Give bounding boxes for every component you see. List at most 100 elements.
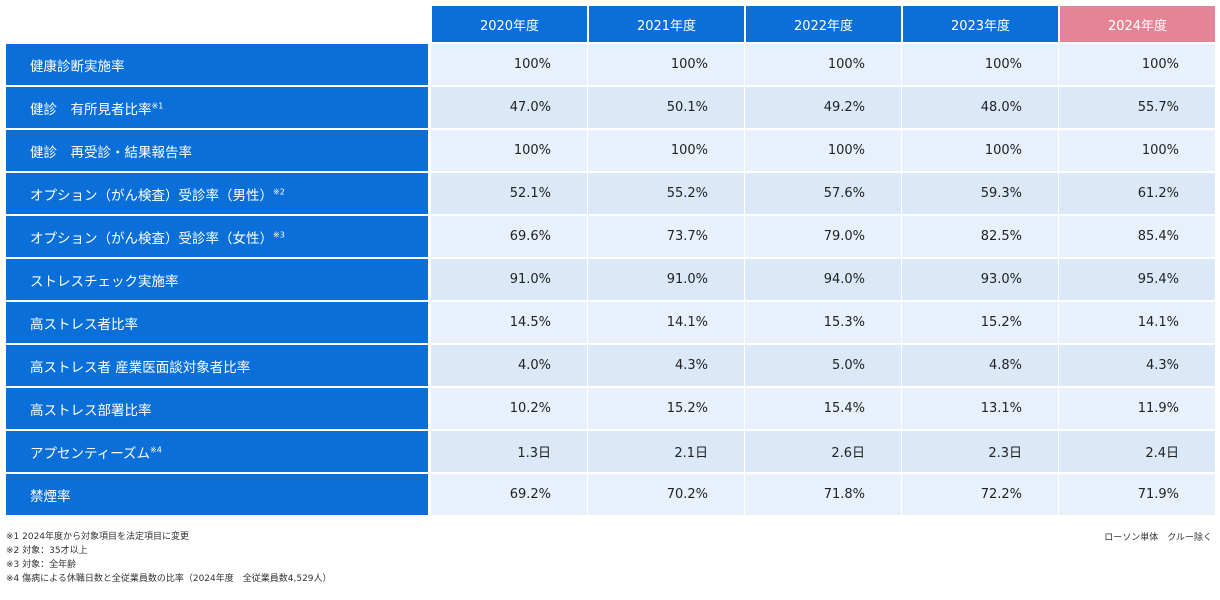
value-cell: 100% [901,128,1058,171]
value-cell: 100% [430,42,587,85]
value-cell: 70.2% [587,472,744,515]
value-cell: 55.2% [587,171,744,214]
row-label: 健診 再受診・結果報告率 [6,128,430,171]
row-label: 高ストレス部署比率 [6,386,430,429]
value-cell: 4.0% [430,343,587,386]
value-cell: 94.0% [744,257,901,300]
footnote-marker: ※1 [151,101,164,110]
value-cell: 14.1% [587,300,744,343]
row-label: オプション（がん検査）受診率（男性）※2 [6,171,430,214]
value-cell: 15.2% [901,300,1058,343]
row-label: 健康診断実施率 [6,42,430,85]
row-label: オプション（がん検査）受診率（女性）※3 [6,214,430,257]
health-metrics-table: 2020年度 2021年度 2022年度 2023年度 2024年度 健康診断実… [6,6,1215,515]
value-cell: 59.3% [901,171,1058,214]
year-header-2022: 2022年度 [744,6,901,42]
footnote-1: ※1 2024年度から対象項目を法定項目に変更 [6,532,190,542]
value-cell: 2.4日 [1058,429,1215,472]
value-cell: 47.0% [430,85,587,128]
value-cell: 69.2% [430,472,587,515]
value-cell: 69.6% [430,214,587,257]
value-cell: 82.5% [901,214,1058,257]
value-cell: 11.9% [1058,386,1215,429]
value-cell: 4.3% [587,343,744,386]
row-label: ストレスチェック実施率 [6,257,430,300]
value-cell: 57.6% [744,171,901,214]
value-cell: 4.3% [1058,343,1215,386]
table-row: オプション（がん検査）受診率（女性）※3 69.6% 73.7% 79.0% 82.5%… [6,214,1215,257]
value-cell: 93.0% [901,257,1058,300]
value-cell: 10.2% [430,386,587,429]
value-cell: 2.1日 [587,429,744,472]
table-row: ストレスチェック実施率 91.0% 91.0% 94.0% 93.0% 95.4% [6,257,1215,300]
row-label-text: オプション（がん検査）受診率（男性） [30,187,273,204]
year-header-2024: 2024年度 [1058,6,1215,42]
row-label: 高ストレス者比率 [6,300,430,343]
value-cell: 100% [1058,128,1215,171]
header-empty-cell [6,6,430,42]
year-header-2021: 2021年度 [587,6,744,42]
value-cell: 91.0% [587,257,744,300]
value-cell: 85.4% [1058,214,1215,257]
scope-note: ローソン単体 クルー除く [1104,533,1212,543]
row-label-text: 健診 有所見者比率 [30,101,152,118]
value-cell: 1.3日 [430,429,587,472]
header-row: 2020年度 2021年度 2022年度 2023年度 2024年度 [6,6,1215,42]
value-cell: 72.2% [901,472,1058,515]
value-cell: 71.8% [744,472,901,515]
table-row: 高ストレス者 産業医面談対象者比率 4.0% 4.3% 5.0% 4.8% 4.3% [6,343,1215,386]
row-label-text: オプション（がん検査）受診率（女性） [30,230,273,247]
value-cell: 95.4% [1058,257,1215,300]
footnote-marker: ※2 [273,187,285,196]
value-cell: 14.5% [430,300,587,343]
footnotes: ※1 2024年度から対象項目を法定項目に変更 ※2 対象：35才以上 ※3 対… [6,530,332,586]
year-header-2020: 2020年度 [430,6,587,42]
row-label-text: ストレスチェック実施率 [30,273,179,290]
row-label: 禁煙率 [6,472,430,515]
footnote-marker: ※4 [150,445,162,454]
value-cell: 79.0% [744,214,901,257]
row-label-text: 高ストレス部署比率 [30,402,152,419]
table-row: 禁煙率 69.2% 70.2% 71.8% 72.2% 71.9% [6,472,1215,515]
value-cell: 71.9% [1058,472,1215,515]
value-cell: 55.7% [1058,85,1215,128]
table-row: 高ストレス部署比率 10.2% 15.2% 15.4% 13.1% 11.9% [6,386,1215,429]
year-header-2023: 2023年度 [901,6,1058,42]
row-label-text: アプセンティーズム [30,445,151,462]
value-cell: 100% [1058,42,1215,85]
row-label-text: 高ストレス者比率 [30,316,138,333]
value-cell: 100% [587,42,744,85]
row-label: 健診 有所見者比率※1 [6,85,430,128]
footnote-marker: ※3 [273,230,285,239]
value-cell: 15.4% [744,386,901,429]
table-row: 高ストレス者比率 14.5% 14.1% 15.3% 15.2% 14.1% [6,300,1215,343]
value-cell: 100% [587,128,744,171]
table-row: アプセンティーズム※4 1.3日 2.1日 2.6日 2.3日 2.4日 [6,429,1215,472]
row-label: 高ストレス者 産業医面談対象者比率 [6,343,430,386]
row-label-text: 禁煙率 [30,488,71,505]
row-label-text: 健診 再受診・結果報告率 [30,144,192,161]
value-cell: 100% [744,42,901,85]
value-cell: 14.1% [1058,300,1215,343]
table-row: オプション（がん検査）受診率（男性）※2 52.1% 55.2% 57.6% 59.3%… [6,171,1215,214]
table-row: 健診 有所見者比率※1 47.0% 50.1% 49.2% 48.0% 55.7% [6,85,1215,128]
row-label-text: 高ストレス者 産業医面談対象者比率 [30,359,251,376]
footnote-2: ※2 対象：35才以上 [6,546,88,556]
value-cell: 100% [430,128,587,171]
table-row: 健康診断実施率 100% 100% 100% 100% 100% [6,42,1215,85]
value-cell: 4.8% [901,343,1058,386]
value-cell: 48.0% [901,85,1058,128]
health-metrics-table-wrapper: 2020年度 2021年度 2022年度 2023年度 2024年度 健康診断実… [6,6,1215,515]
footnote-3: ※3 対象：全年齢 [6,560,77,570]
value-cell: 15.3% [744,300,901,343]
value-cell: 50.1% [587,85,744,128]
row-label: アプセンティーズム※4 [6,429,430,472]
value-cell: 13.1% [901,386,1058,429]
row-label-text: 健康診断実施率 [30,58,125,75]
value-cell: 52.1% [430,171,587,214]
value-cell: 2.3日 [901,429,1058,472]
table-row: 健診 再受診・結果報告率 100% 100% 100% 100% 100% [6,128,1215,171]
value-cell: 61.2% [1058,171,1215,214]
value-cell: 2.6日 [744,429,901,472]
value-cell: 91.0% [430,257,587,300]
